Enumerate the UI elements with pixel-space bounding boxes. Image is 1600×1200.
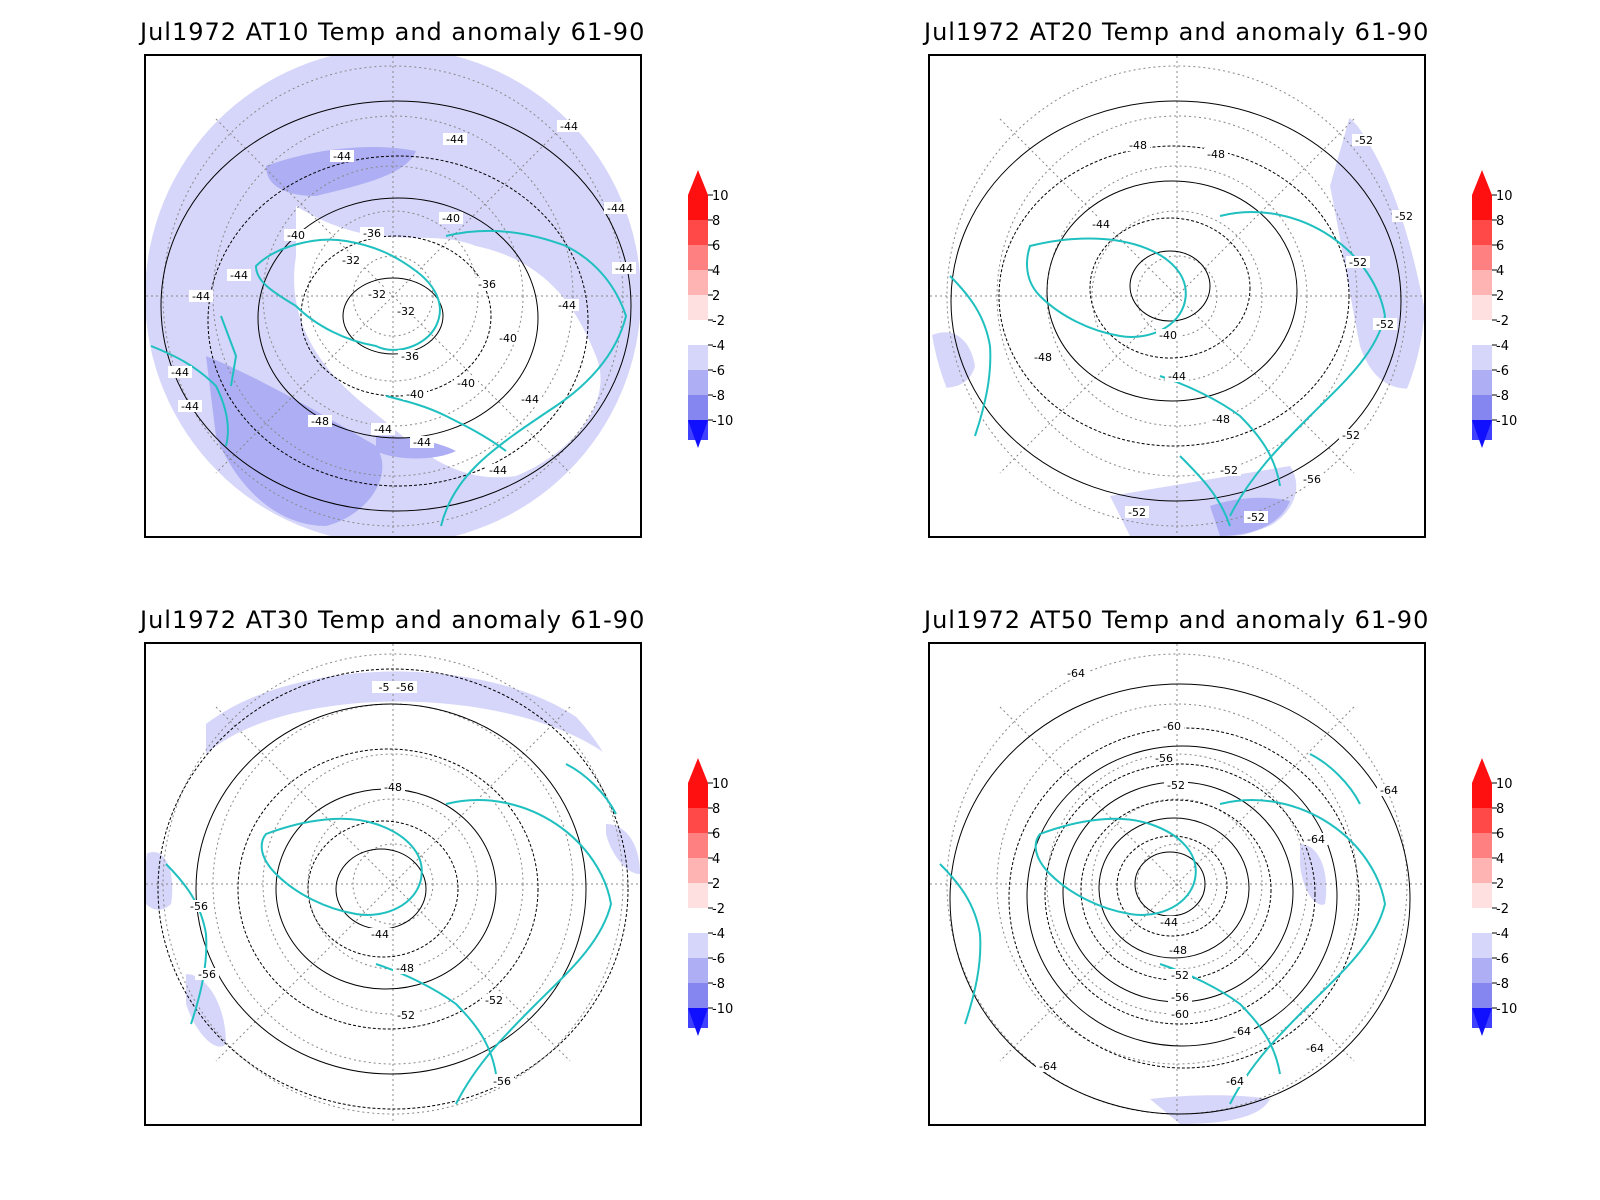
panel-at50: Jul1972 AT50 Temp and anomaly 61-90 bbox=[784, 588, 1584, 1188]
colorbar-label: 4 bbox=[1496, 264, 1504, 279]
colorbar-top-arrow bbox=[1472, 170, 1492, 195]
colorbar-label: 2 bbox=[712, 877, 720, 892]
colorbar-label: -2 bbox=[1496, 314, 1509, 329]
coastlines bbox=[165, 763, 617, 1105]
coastlines bbox=[949, 211, 1387, 527]
colorbar-label: -6 bbox=[1496, 364, 1509, 379]
anomaly-region bbox=[206, 356, 383, 526]
lat-lon-grid bbox=[930, 56, 1424, 536]
lat-lon-grid bbox=[146, 56, 640, 536]
colorbar-label: 10 bbox=[1496, 777, 1513, 792]
anomaly-region bbox=[146, 852, 173, 910]
polar-map bbox=[928, 54, 1426, 538]
colorbar-label: -4 bbox=[1496, 927, 1509, 942]
anomaly-region bbox=[1330, 116, 1424, 389]
polar-map bbox=[144, 54, 642, 538]
colorbar-label: 8 bbox=[1496, 802, 1504, 817]
map-svg bbox=[146, 644, 640, 1124]
colorbar-label: -8 bbox=[712, 389, 725, 404]
colorbar-top-arrow bbox=[688, 170, 708, 195]
colorbar-bottom-arrow bbox=[688, 1008, 708, 1036]
anomaly-region bbox=[186, 974, 226, 1047]
panel-at10: Jul1972 AT10 Temp and anomaly 61-90 bbox=[0, 0, 800, 600]
panel-title: Jul1972 AT10 Temp and anomaly 61-90 bbox=[140, 18, 646, 46]
colorbar-label: 10 bbox=[1496, 189, 1513, 204]
colorbar-bottom-arrow bbox=[1472, 1008, 1492, 1036]
color-legend: 10 8 6 4 2 -2 -4 -6 -8 -10 bbox=[1472, 170, 1517, 448]
colorbar-label: 2 bbox=[1496, 289, 1504, 304]
colorbar-label: -8 bbox=[1496, 977, 1509, 992]
polar-map bbox=[928, 642, 1426, 1126]
colorbar-label: 10 bbox=[712, 189, 729, 204]
colorbar-top-arrow bbox=[688, 758, 708, 783]
colorbar-label: -8 bbox=[1496, 389, 1509, 404]
anomaly-region bbox=[606, 824, 640, 874]
colorbar-label: -4 bbox=[712, 339, 725, 354]
colorbar-label: 6 bbox=[712, 239, 720, 254]
anomaly-region bbox=[1150, 1095, 1270, 1124]
anomaly-region bbox=[1210, 497, 1290, 536]
colorbar-label: 8 bbox=[712, 214, 720, 229]
colorbar-label: -4 bbox=[1496, 339, 1509, 354]
anomaly-region bbox=[206, 671, 606, 754]
colorbar-label: -10 bbox=[712, 1002, 733, 1017]
colorbar-label: -10 bbox=[1496, 414, 1517, 429]
colorbar-label: 4 bbox=[712, 264, 720, 279]
anomaly-neutral-region bbox=[294, 206, 601, 478]
colorbar-label: -8 bbox=[712, 977, 725, 992]
colorbar-label: -2 bbox=[712, 314, 725, 329]
panel-title: Jul1972 AT30 Temp and anomaly 61-90 bbox=[140, 606, 646, 634]
panel-title: Jul1972 AT20 Temp and anomaly 61-90 bbox=[924, 18, 1430, 46]
colorbar-label: 6 bbox=[1496, 239, 1504, 254]
colorbar-label: -10 bbox=[1496, 1002, 1517, 1017]
map-svg bbox=[930, 644, 1424, 1124]
colorbar-label: 8 bbox=[1496, 214, 1504, 229]
colorbar-label: -2 bbox=[1496, 902, 1509, 917]
colorbar-label: 6 bbox=[712, 827, 720, 842]
colorbar-label: 10 bbox=[712, 777, 729, 792]
coastlines bbox=[150, 229, 628, 527]
colorbar-label: -2 bbox=[712, 902, 725, 917]
colorbar-label: -4 bbox=[712, 927, 725, 942]
colorbar-label: -6 bbox=[712, 952, 725, 967]
map-svg bbox=[930, 56, 1424, 536]
colorbar-bottom-arrow bbox=[688, 420, 708, 448]
colorbar-label: 6 bbox=[1496, 827, 1504, 842]
anomaly-region bbox=[266, 146, 416, 196]
color-legend: 10 8 6 4 2 -2 -4 -6 -8 -10 bbox=[688, 170, 733, 448]
colorbar-bottom-arrow bbox=[1472, 420, 1492, 448]
colorbar-label: -6 bbox=[712, 364, 725, 379]
map-svg bbox=[146, 56, 640, 536]
colorbar-label: -10 bbox=[712, 414, 733, 429]
color-legend: 10 8 6 4 2 -2 -4 -6 -8 -10 bbox=[1472, 758, 1517, 1036]
color-legend: 10 8 6 4 2 -2 -4 -6 -8 -10 bbox=[688, 758, 733, 1036]
colorbar-label: -6 bbox=[1496, 952, 1509, 967]
contours bbox=[950, 100, 1402, 502]
polar-map bbox=[144, 642, 642, 1126]
colorbar-top-arrow bbox=[1472, 758, 1492, 783]
colorbar-label: 8 bbox=[712, 802, 720, 817]
colorbar-label: 2 bbox=[712, 289, 720, 304]
colorbar-label: 2 bbox=[1496, 877, 1504, 892]
panel-at20: Jul1972 AT20 Temp and anomaly 61-90 bbox=[784, 0, 1584, 600]
colorbar-label: 4 bbox=[712, 852, 720, 867]
colorbar-label: 4 bbox=[1496, 852, 1504, 867]
panel-title: Jul1972 AT50 Temp and anomaly 61-90 bbox=[924, 606, 1430, 634]
lat-lon-grid bbox=[146, 644, 640, 1124]
panel-at30: Jul1972 AT30 Temp and anomaly 61-90 bbox=[0, 588, 800, 1188]
coastlines bbox=[939, 753, 1387, 1105]
contours bbox=[160, 100, 632, 512]
